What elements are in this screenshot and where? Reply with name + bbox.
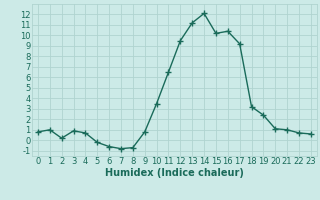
X-axis label: Humidex (Indice chaleur): Humidex (Indice chaleur) bbox=[105, 168, 244, 178]
